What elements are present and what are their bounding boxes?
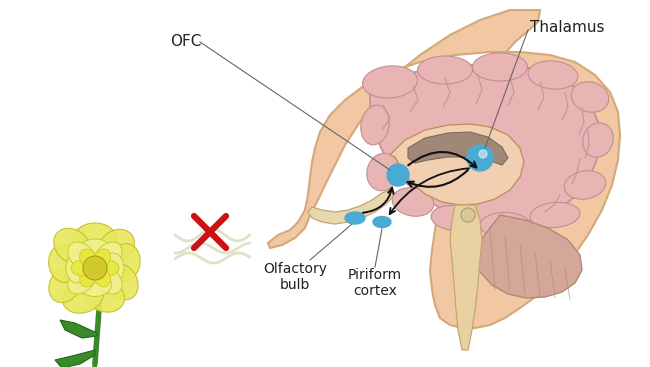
Circle shape [387, 164, 409, 186]
Ellipse shape [54, 228, 90, 264]
Ellipse shape [110, 244, 140, 281]
Polygon shape [390, 124, 524, 205]
Ellipse shape [528, 61, 578, 89]
Ellipse shape [102, 253, 124, 283]
Circle shape [461, 208, 475, 222]
Circle shape [467, 145, 493, 171]
Ellipse shape [373, 217, 391, 228]
Ellipse shape [94, 266, 122, 294]
Polygon shape [475, 215, 582, 298]
Ellipse shape [473, 53, 528, 81]
Ellipse shape [367, 153, 399, 191]
Ellipse shape [71, 260, 93, 276]
Text: Piriform
cortex: Piriform cortex [348, 268, 402, 298]
Text: Olfactory
bulb: Olfactory bulb [263, 262, 327, 292]
Ellipse shape [80, 266, 98, 287]
Ellipse shape [530, 202, 580, 228]
Polygon shape [408, 132, 508, 165]
Text: Thalamus: Thalamus [530, 21, 605, 36]
Ellipse shape [361, 105, 389, 145]
Ellipse shape [68, 242, 96, 270]
Text: OFC: OFC [170, 34, 202, 50]
Ellipse shape [79, 273, 112, 297]
Ellipse shape [77, 239, 112, 264]
Ellipse shape [66, 253, 88, 283]
Ellipse shape [363, 66, 417, 98]
Polygon shape [55, 350, 95, 367]
Ellipse shape [480, 212, 530, 237]
Ellipse shape [106, 264, 138, 300]
Ellipse shape [564, 171, 606, 199]
Polygon shape [308, 190, 394, 224]
Polygon shape [450, 205, 482, 350]
Circle shape [88, 261, 102, 275]
Polygon shape [60, 320, 97, 338]
Ellipse shape [94, 242, 122, 270]
Ellipse shape [62, 280, 103, 313]
Ellipse shape [98, 229, 135, 265]
Ellipse shape [345, 212, 365, 224]
Ellipse shape [80, 249, 98, 270]
Ellipse shape [582, 123, 614, 157]
Ellipse shape [68, 266, 96, 294]
Circle shape [461, 208, 475, 222]
Ellipse shape [49, 266, 81, 302]
Ellipse shape [97, 260, 119, 276]
Ellipse shape [83, 279, 125, 312]
Ellipse shape [392, 188, 434, 216]
Ellipse shape [571, 82, 609, 112]
Ellipse shape [49, 245, 79, 283]
Polygon shape [268, 10, 620, 328]
Ellipse shape [93, 266, 110, 287]
Circle shape [83, 256, 107, 280]
Ellipse shape [93, 249, 110, 270]
Ellipse shape [73, 223, 118, 258]
Circle shape [479, 150, 487, 158]
Polygon shape [370, 65, 600, 224]
Ellipse shape [417, 56, 473, 84]
Ellipse shape [431, 206, 479, 230]
